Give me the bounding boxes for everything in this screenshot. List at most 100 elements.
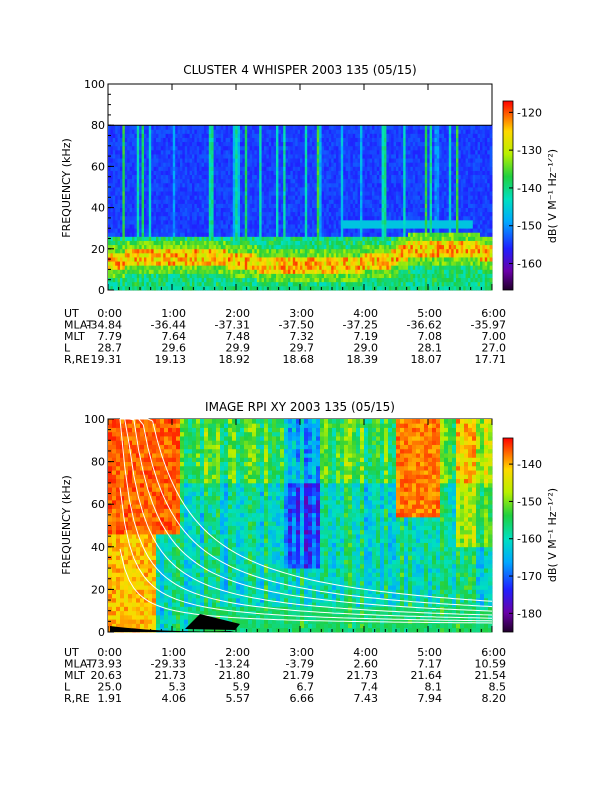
heatmap-cell xyxy=(290,133,294,138)
heatmap-cell xyxy=(403,240,406,246)
heatmap-cell xyxy=(312,236,315,241)
heatmap-cell xyxy=(278,203,282,208)
heatmap-cell xyxy=(290,281,294,287)
heatmap-cell xyxy=(266,199,270,204)
heatmap-cell xyxy=(340,232,344,237)
heatmap-cell xyxy=(218,248,222,254)
heatmap-cell xyxy=(333,191,337,196)
heatmap-cell xyxy=(259,228,262,233)
heatmap-cell xyxy=(180,199,183,204)
heatmap-cell xyxy=(206,273,210,279)
heatmap-cell xyxy=(249,133,253,138)
heatmap-cell xyxy=(312,273,315,279)
heatmap-cell xyxy=(372,187,375,192)
heatmap-cell xyxy=(307,269,310,274)
heatmap-cell xyxy=(379,269,382,274)
heatmap-cell xyxy=(326,145,330,151)
heatmap-cell xyxy=(148,191,152,196)
heatmap-cell xyxy=(165,269,169,274)
heatmap-cell xyxy=(206,199,210,204)
heatmap-cell xyxy=(256,244,260,250)
heatmap-cell xyxy=(108,182,111,188)
heatmap-cell xyxy=(369,265,373,270)
heatmap-cell xyxy=(340,162,344,167)
heatmap-cell xyxy=(261,137,265,143)
heatmap-cell xyxy=(115,257,118,262)
heatmap-cell xyxy=(213,137,217,143)
heatmap-cell xyxy=(355,166,358,171)
heatmap-cell xyxy=(163,170,166,176)
heatmap-cell xyxy=(218,252,222,258)
heatmap-cell xyxy=(355,232,358,237)
heatmap-cell xyxy=(264,219,267,225)
heatmap-cell xyxy=(180,265,183,270)
heatmap-cell xyxy=(172,240,176,246)
heatmap-cell xyxy=(144,244,147,250)
heatmap-cell xyxy=(153,236,157,241)
heatmap-cell xyxy=(254,236,258,241)
heatmap-cell xyxy=(343,236,346,241)
heatmap-cell xyxy=(285,244,289,250)
heatmap-cell xyxy=(237,178,241,184)
heatmap-cell xyxy=(386,252,390,258)
heatmap-cell xyxy=(160,240,164,246)
heatmap-cell xyxy=(201,281,205,287)
heatmap-cell xyxy=(328,133,332,138)
heatmap-cell xyxy=(115,261,118,266)
heatmap-cell xyxy=(122,174,126,180)
heatmap-cell xyxy=(372,244,375,250)
heatmap-cell xyxy=(230,281,234,287)
heatmap-cell xyxy=(336,252,339,258)
heatmap-cell xyxy=(208,273,212,279)
heatmap-cell xyxy=(199,215,202,221)
heatmap-cell xyxy=(117,224,121,229)
heatmap-cell xyxy=(240,154,243,159)
heatmap-cell xyxy=(156,261,159,266)
heatmap-cell xyxy=(367,257,370,262)
heatmap-cell xyxy=(240,170,243,176)
heatmap-cell xyxy=(146,145,150,151)
heatmap-cell xyxy=(276,228,279,233)
heatmap-cell xyxy=(403,191,406,196)
heatmap-cell xyxy=(225,236,229,241)
heatmap-cell xyxy=(184,236,188,241)
heatmap-cell xyxy=(201,141,205,147)
heatmap-cell xyxy=(312,149,315,155)
heatmap-cell xyxy=(184,261,188,266)
heatmap-cell xyxy=(175,137,178,143)
heatmap-cell xyxy=(122,203,126,208)
heatmap-cell xyxy=(108,228,111,233)
heatmap-cell xyxy=(295,277,298,283)
heatmap-cell xyxy=(348,261,351,266)
heatmap-cell xyxy=(355,252,358,258)
heatmap-cell xyxy=(213,191,217,196)
heatmap-cell xyxy=(180,236,183,241)
heatmap-cell xyxy=(165,191,169,196)
heatmap-cell xyxy=(148,244,152,250)
heatmap-cell xyxy=(163,232,166,237)
heatmap-cell xyxy=(271,277,274,283)
heatmap-cell xyxy=(326,257,330,262)
heatmap-cell xyxy=(252,257,255,262)
heatmap-cell xyxy=(146,141,150,147)
heatmap-cell xyxy=(220,261,224,266)
heatmap-cell xyxy=(168,129,171,134)
heatmap-cell xyxy=(372,207,375,213)
heatmap-cell xyxy=(122,141,126,147)
heatmap-cell xyxy=(134,174,138,180)
heatmap-cell xyxy=(364,182,368,188)
heatmap-cell xyxy=(319,149,322,155)
heatmap-cell xyxy=(333,133,337,138)
heatmap-cell xyxy=(141,174,145,180)
heatmap-cell xyxy=(213,199,217,204)
heatmap-cell xyxy=(321,125,325,130)
heatmap-cell xyxy=(283,207,286,213)
heatmap-cell xyxy=(165,187,169,192)
heatmap-cell xyxy=(396,228,399,233)
heatmap-cell xyxy=(247,154,250,159)
heatmap-cell xyxy=(180,277,183,283)
heatmap-cell xyxy=(372,236,375,241)
heatmap-cell xyxy=(280,158,284,163)
heatmap-cell xyxy=(336,211,339,217)
heatmap-cell xyxy=(153,182,157,188)
